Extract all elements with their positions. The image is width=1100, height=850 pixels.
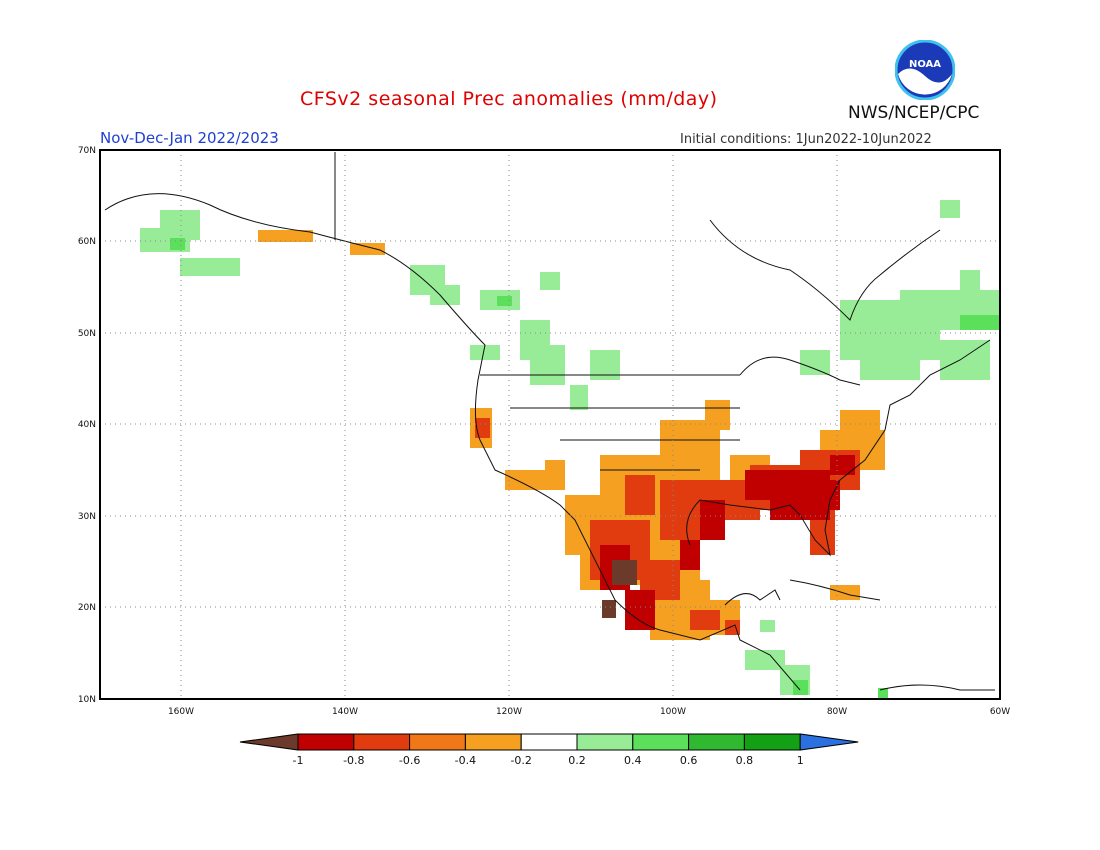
colorbar-tick-label: -0.4 <box>455 754 476 767</box>
colorbar-tick-label: 0.6 <box>680 754 698 767</box>
colorbar-segment <box>409 733 466 751</box>
colorbar: -1 -0.8 -0.6 -0.4 -0.2 0.2 0.4 0.6 0.8 1 <box>239 733 859 767</box>
colorbar-tick-label: -0.2 <box>510 754 531 767</box>
colorbar-arrow-low <box>239 733 299 751</box>
lat-label: 10N <box>78 695 96 705</box>
agency-label: NWS/NCEP/CPC <box>848 103 980 123</box>
colorbar-tick-label: -1 <box>293 754 304 767</box>
lon-label: 160W <box>168 707 194 717</box>
lon-label: 60W <box>990 707 1010 717</box>
lat-label: 70N <box>78 146 96 156</box>
colorbar-tick-label: -0.8 <box>343 754 364 767</box>
lon-label: 120W <box>496 707 522 717</box>
colorbar-segment <box>632 733 690 751</box>
lat-label: 20N <box>78 603 96 613</box>
colorbar-segment <box>353 733 411 751</box>
colorbar-tick-label: 0.2 <box>568 754 586 767</box>
noaa-logo: NOAA <box>895 40 955 100</box>
lon-label: 100W <box>660 707 686 717</box>
graticule <box>100 150 1000 699</box>
colorbar-segment <box>297 733 355 751</box>
lat-label: 30N <box>78 512 96 522</box>
colorbar-segment <box>743 733 801 751</box>
colorbar-tick-label: -0.6 <box>399 754 420 767</box>
lat-label: 60N <box>78 237 96 247</box>
latitude-labels: 70N 60N 50N 40N 30N 20N 10N <box>78 146 96 705</box>
colorbar-arrow-high <box>799 733 859 751</box>
lat-label: 40N <box>78 420 96 430</box>
map-frame <box>99 149 1001 700</box>
colorbar-tick-label: 0.8 <box>736 754 754 767</box>
colorbar-segment <box>576 733 634 751</box>
forecast-period: Nov-Dec-Jan 2022/2023 <box>100 129 279 147</box>
map-title: CFSv2 seasonal Prec anomalies (mm/day) <box>300 88 718 110</box>
anomaly-fields <box>140 200 1000 698</box>
lon-label: 140W <box>332 707 358 717</box>
lat-label: 50N <box>78 329 96 339</box>
initial-conditions: Initial conditions: 1Jun2022-10Jun2022 <box>680 132 932 147</box>
colorbar-tick-label: 0.4 <box>624 754 642 767</box>
colorbar-segment <box>688 733 745 751</box>
longitude-labels: 160W 140W 120W 100W 80W 60W <box>168 707 1010 717</box>
colorbar-segment <box>520 733 578 751</box>
lon-label: 80W <box>827 707 847 717</box>
colorbar-segment <box>464 733 522 751</box>
colorbar-tick-label: 1 <box>797 754 804 767</box>
noaa-logo-text: NOAA <box>909 59 941 70</box>
coastlines <box>104 152 995 691</box>
